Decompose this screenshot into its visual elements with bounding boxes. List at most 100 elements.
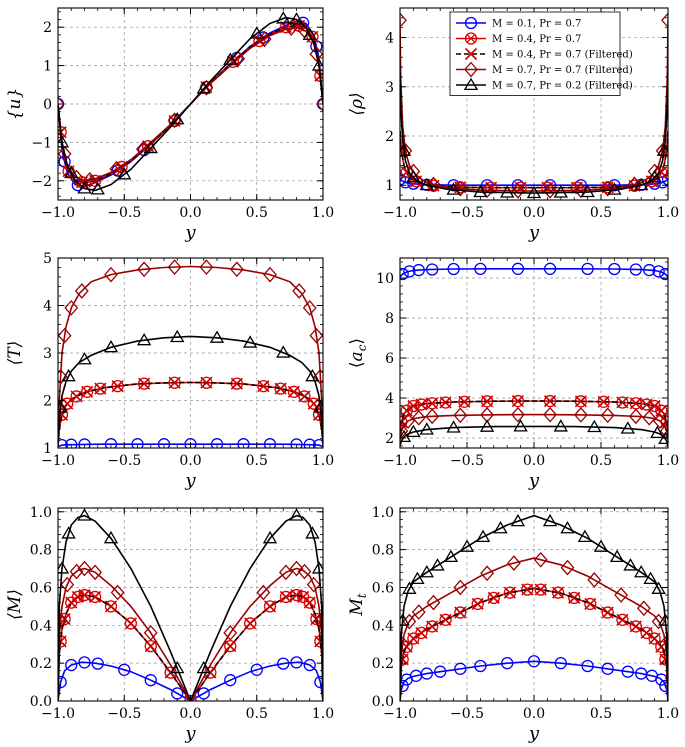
series-line-s5	[58, 16, 323, 192]
data-point-s5	[593, 539, 609, 552]
data-point-s5	[580, 184, 595, 198]
data-point-s5	[90, 182, 105, 195]
data-point-s5	[77, 351, 92, 365]
data-point-s2-ring	[616, 613, 629, 626]
data-point-s4	[289, 560, 304, 577]
data-point-s2-ring	[104, 600, 118, 613]
data-point-s1	[91, 657, 104, 670]
data-point-s3	[257, 380, 270, 393]
data-point-s4	[309, 327, 323, 344]
data-point-s4	[400, 12, 407, 29]
y-tick-label: 0.6	[372, 580, 394, 596]
data-point-s3	[287, 385, 300, 398]
y-axis-label: ⟨ac⟩	[347, 338, 369, 368]
data-point-s2-ring	[415, 626, 428, 640]
data-point-s4	[316, 96, 323, 112]
legend-marker-s5	[463, 77, 479, 91]
data-point-s5	[289, 508, 304, 521]
data-point-s5	[305, 526, 320, 539]
data-point-s1	[659, 267, 668, 281]
data-point-s1	[263, 438, 277, 448]
data-point-s2-ring	[400, 653, 409, 666]
series-line-s5	[58, 514, 323, 701]
data-point-s3	[426, 620, 439, 633]
x-tick-label: −0.5	[107, 453, 141, 469]
series-group	[400, 262, 668, 447]
data-point-s5	[553, 419, 568, 432]
data-point-s4	[58, 96, 65, 112]
legend-label-s3: M = 0.4, Pr = 0.7 (Filtered)	[492, 50, 633, 61]
y-tick-label: 4	[385, 391, 394, 407]
data-point-s5	[58, 400, 68, 413]
data-point-s3	[89, 590, 102, 603]
data-point-s4	[74, 283, 89, 299]
x-tick-label: −0.5	[450, 453, 484, 469]
data-point-s3	[290, 588, 303, 602]
data-point-s3	[244, 617, 257, 630]
series-line-s4	[400, 413, 668, 441]
data-point-s3	[439, 396, 452, 409]
data-point-s3	[230, 377, 243, 390]
data-point-s5	[643, 571, 658, 585]
data-point-s4	[60, 576, 75, 593]
y-axis-label: ⟨T⟩	[5, 341, 25, 366]
data-point-s4	[313, 612, 323, 629]
data-point-s2-ring	[534, 583, 547, 596]
data-point-s5	[406, 170, 421, 183]
data-point-s3	[534, 583, 547, 596]
x-tick-label: 0.5	[590, 706, 612, 722]
data-point-s4	[229, 261, 244, 278]
data-point-s5	[400, 143, 412, 156]
data-point-s3	[94, 382, 107, 395]
data-point-s5	[577, 529, 593, 542]
data-point-s1	[643, 263, 656, 277]
y-tick-label: 0.4	[372, 618, 394, 634]
data-point-s4	[480, 565, 495, 582]
data-point-s4	[653, 413, 667, 429]
data-point-s4	[302, 300, 317, 316]
y-axis-label: {u}	[5, 88, 25, 121]
series-group	[58, 508, 323, 701]
data-point-s3	[616, 613, 629, 626]
x-axis-label: y	[184, 222, 196, 243]
data-point-s5	[223, 52, 238, 65]
data-point-s1	[403, 265, 416, 278]
data-point-s4	[137, 261, 152, 278]
data-point-s1	[501, 657, 514, 670]
data-point-s1	[224, 674, 237, 687]
data-point-s3	[439, 613, 452, 626]
data-point-s5	[406, 424, 421, 438]
data-point-s3	[111, 380, 124, 393]
data-point-s3	[415, 626, 428, 639]
data-point-s5	[650, 425, 665, 439]
panel-M: −1.0 −0.5 0.0 0.5 1.0 0.0 0.2 0.4 0.6 0.8 1.0 y ⟨M⟩	[5, 505, 334, 744]
data-point-s1	[65, 658, 78, 672]
data-point-s5	[443, 549, 459, 563]
data-point-s1	[412, 263, 425, 277]
x-tick-label: 0.0	[179, 453, 201, 469]
data-point-s4	[453, 407, 468, 424]
data-point-s3	[521, 583, 534, 596]
data-point-s4	[109, 161, 124, 177]
data-point-s1	[621, 665, 634, 678]
data-point-s5	[513, 419, 528, 432]
y-axis-label: ⟨ρ⟩	[347, 92, 367, 115]
data-point-s1	[157, 438, 171, 448]
data-point-s5	[475, 529, 491, 542]
data-point-s5	[136, 332, 152, 346]
data-point-s5	[103, 530, 119, 544]
y-tick-label: 1	[43, 441, 52, 457]
data-point-s1	[144, 674, 157, 687]
data-point-s4	[104, 266, 118, 283]
x-tick-label: −1.0	[41, 706, 75, 722]
y-tick-label: 0.8	[30, 543, 52, 559]
data-point-s2-ring	[568, 591, 581, 605]
data-point-s5	[430, 558, 445, 571]
data-point-s3	[78, 588, 91, 602]
data-point-s3	[648, 399, 661, 413]
data-point-s2-ring	[94, 382, 107, 395]
x-axis-label: y	[528, 222, 540, 243]
data-point-s4	[284, 20, 299, 37]
legend-marker-s2-cross	[466, 34, 476, 43]
x-tick-label: 1.0	[657, 453, 679, 469]
